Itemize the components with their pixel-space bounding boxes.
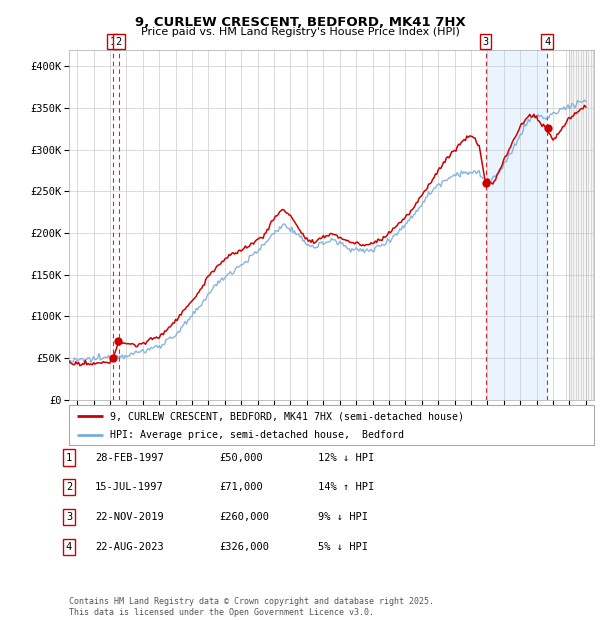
Text: 15-JUL-1997: 15-JUL-1997 [95, 482, 164, 492]
Text: 12% ↓ HPI: 12% ↓ HPI [318, 453, 374, 463]
Text: 9% ↓ HPI: 9% ↓ HPI [318, 512, 368, 522]
Text: 5% ↓ HPI: 5% ↓ HPI [318, 542, 368, 552]
Bar [485, 50, 547, 400]
Text: £50,000: £50,000 [219, 453, 263, 463]
Text: £260,000: £260,000 [219, 512, 269, 522]
Text: 1: 1 [66, 453, 72, 463]
Text: 3: 3 [482, 37, 488, 47]
Text: 3: 3 [66, 512, 72, 522]
Text: 9, CURLEW CRESCENT, BEDFORD, MK41 7HX (semi-detached house): 9, CURLEW CRESCENT, BEDFORD, MK41 7HX (s… [110, 411, 464, 421]
Text: 14% ↑ HPI: 14% ↑ HPI [318, 482, 374, 492]
Text: 28-FEB-1997: 28-FEB-1997 [95, 453, 164, 463]
Text: 4: 4 [66, 542, 72, 552]
Text: £71,000: £71,000 [219, 482, 263, 492]
Text: HPI: Average price, semi-detached house,  Bedford: HPI: Average price, semi-detached house,… [110, 430, 404, 440]
Text: Contains HM Land Registry data © Crown copyright and database right 2025.
This d: Contains HM Land Registry data © Crown c… [69, 598, 434, 617]
Text: 9, CURLEW CRESCENT, BEDFORD, MK41 7HX: 9, CURLEW CRESCENT, BEDFORD, MK41 7HX [134, 16, 466, 29]
Text: 1: 1 [110, 37, 116, 47]
Bar [569, 50, 594, 400]
Text: £326,000: £326,000 [219, 542, 269, 552]
FancyBboxPatch shape [69, 405, 594, 445]
Text: 2: 2 [66, 482, 72, 492]
Text: 22-AUG-2023: 22-AUG-2023 [95, 542, 164, 552]
Text: 2: 2 [116, 37, 122, 47]
Text: 22-NOV-2019: 22-NOV-2019 [95, 512, 164, 522]
Text: 4: 4 [544, 37, 550, 47]
Text: Price paid vs. HM Land Registry's House Price Index (HPI): Price paid vs. HM Land Registry's House … [140, 27, 460, 37]
